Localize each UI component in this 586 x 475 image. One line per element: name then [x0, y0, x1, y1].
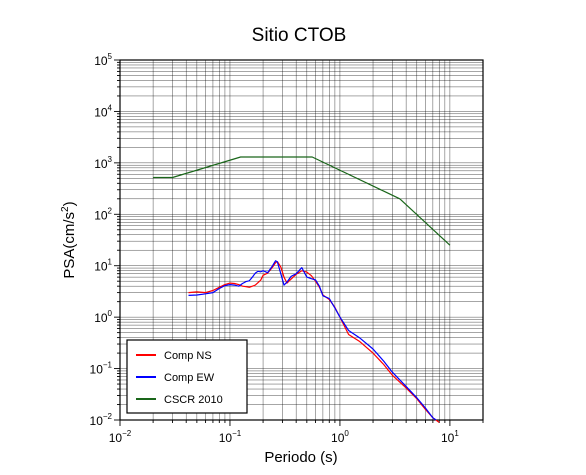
y-tick-label: 104: [94, 103, 112, 119]
y-axis-label: PSA(cm/s2): [60, 201, 78, 278]
y-axis-label-sup: 2: [60, 206, 71, 212]
legend-label-comp-ns: Comp NS: [164, 350, 212, 362]
chart-title: Sitio CTOB: [252, 25, 347, 46]
x-tick-label: 10−1: [219, 429, 242, 445]
y-tick-label: 100: [94, 309, 112, 325]
x-axis-label: Periodo (s): [264, 449, 337, 466]
series-line-comp-ew: [188, 260, 437, 421]
x-tick-label: 100: [331, 429, 349, 445]
series-lines: [153, 156, 451, 423]
y-tick-label: 101: [94, 258, 112, 274]
legend-label-cscr-2010: CSCR 2010: [164, 394, 223, 406]
x-tick-label: 101: [441, 429, 459, 445]
y-tick-label: 103: [94, 155, 112, 171]
plot-frame: [119, 59, 484, 421]
axis-ticks: [114, 59, 484, 426]
x-tick-label: 10−2: [109, 429, 132, 445]
legend-items: Comp NS Comp EW CSCR 2010: [136, 350, 223, 406]
y-tick-label: 102: [94, 206, 112, 222]
grid-lines: [119, 59, 484, 421]
y-axis-label-end: ): [61, 201, 78, 206]
y-tick-labels: 10−2 10−1 100 101 102 103 104 105: [90, 52, 113, 428]
y-tick-label: 10−1: [90, 361, 113, 377]
series-line-comp-ns: [188, 261, 440, 423]
y-tick-label: 10−2: [90, 412, 113, 428]
legend-label-comp-ew: Comp EW: [164, 372, 215, 384]
y-tick-label: 105: [94, 52, 112, 68]
series-line-cscr-2010: [153, 156, 451, 246]
y-axis-label-base: PSA(cm/s: [61, 212, 78, 279]
legend: Comp NS Comp EW CSCR 2010: [126, 339, 248, 414]
x-tick-labels: 10−2 10−1 100 101: [109, 429, 460, 445]
